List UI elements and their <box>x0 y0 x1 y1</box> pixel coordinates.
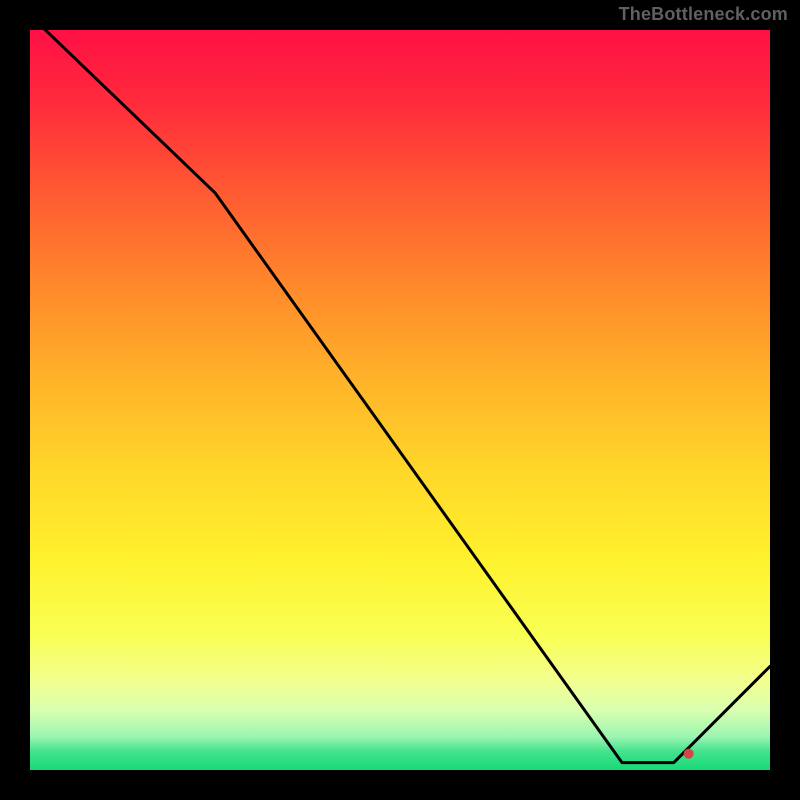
plot-area <box>30 30 770 770</box>
watermark-label: TheBottleneck.com <box>619 4 788 25</box>
chart-frame: TheBottleneck.com <box>0 0 800 800</box>
data-line <box>30 30 770 770</box>
